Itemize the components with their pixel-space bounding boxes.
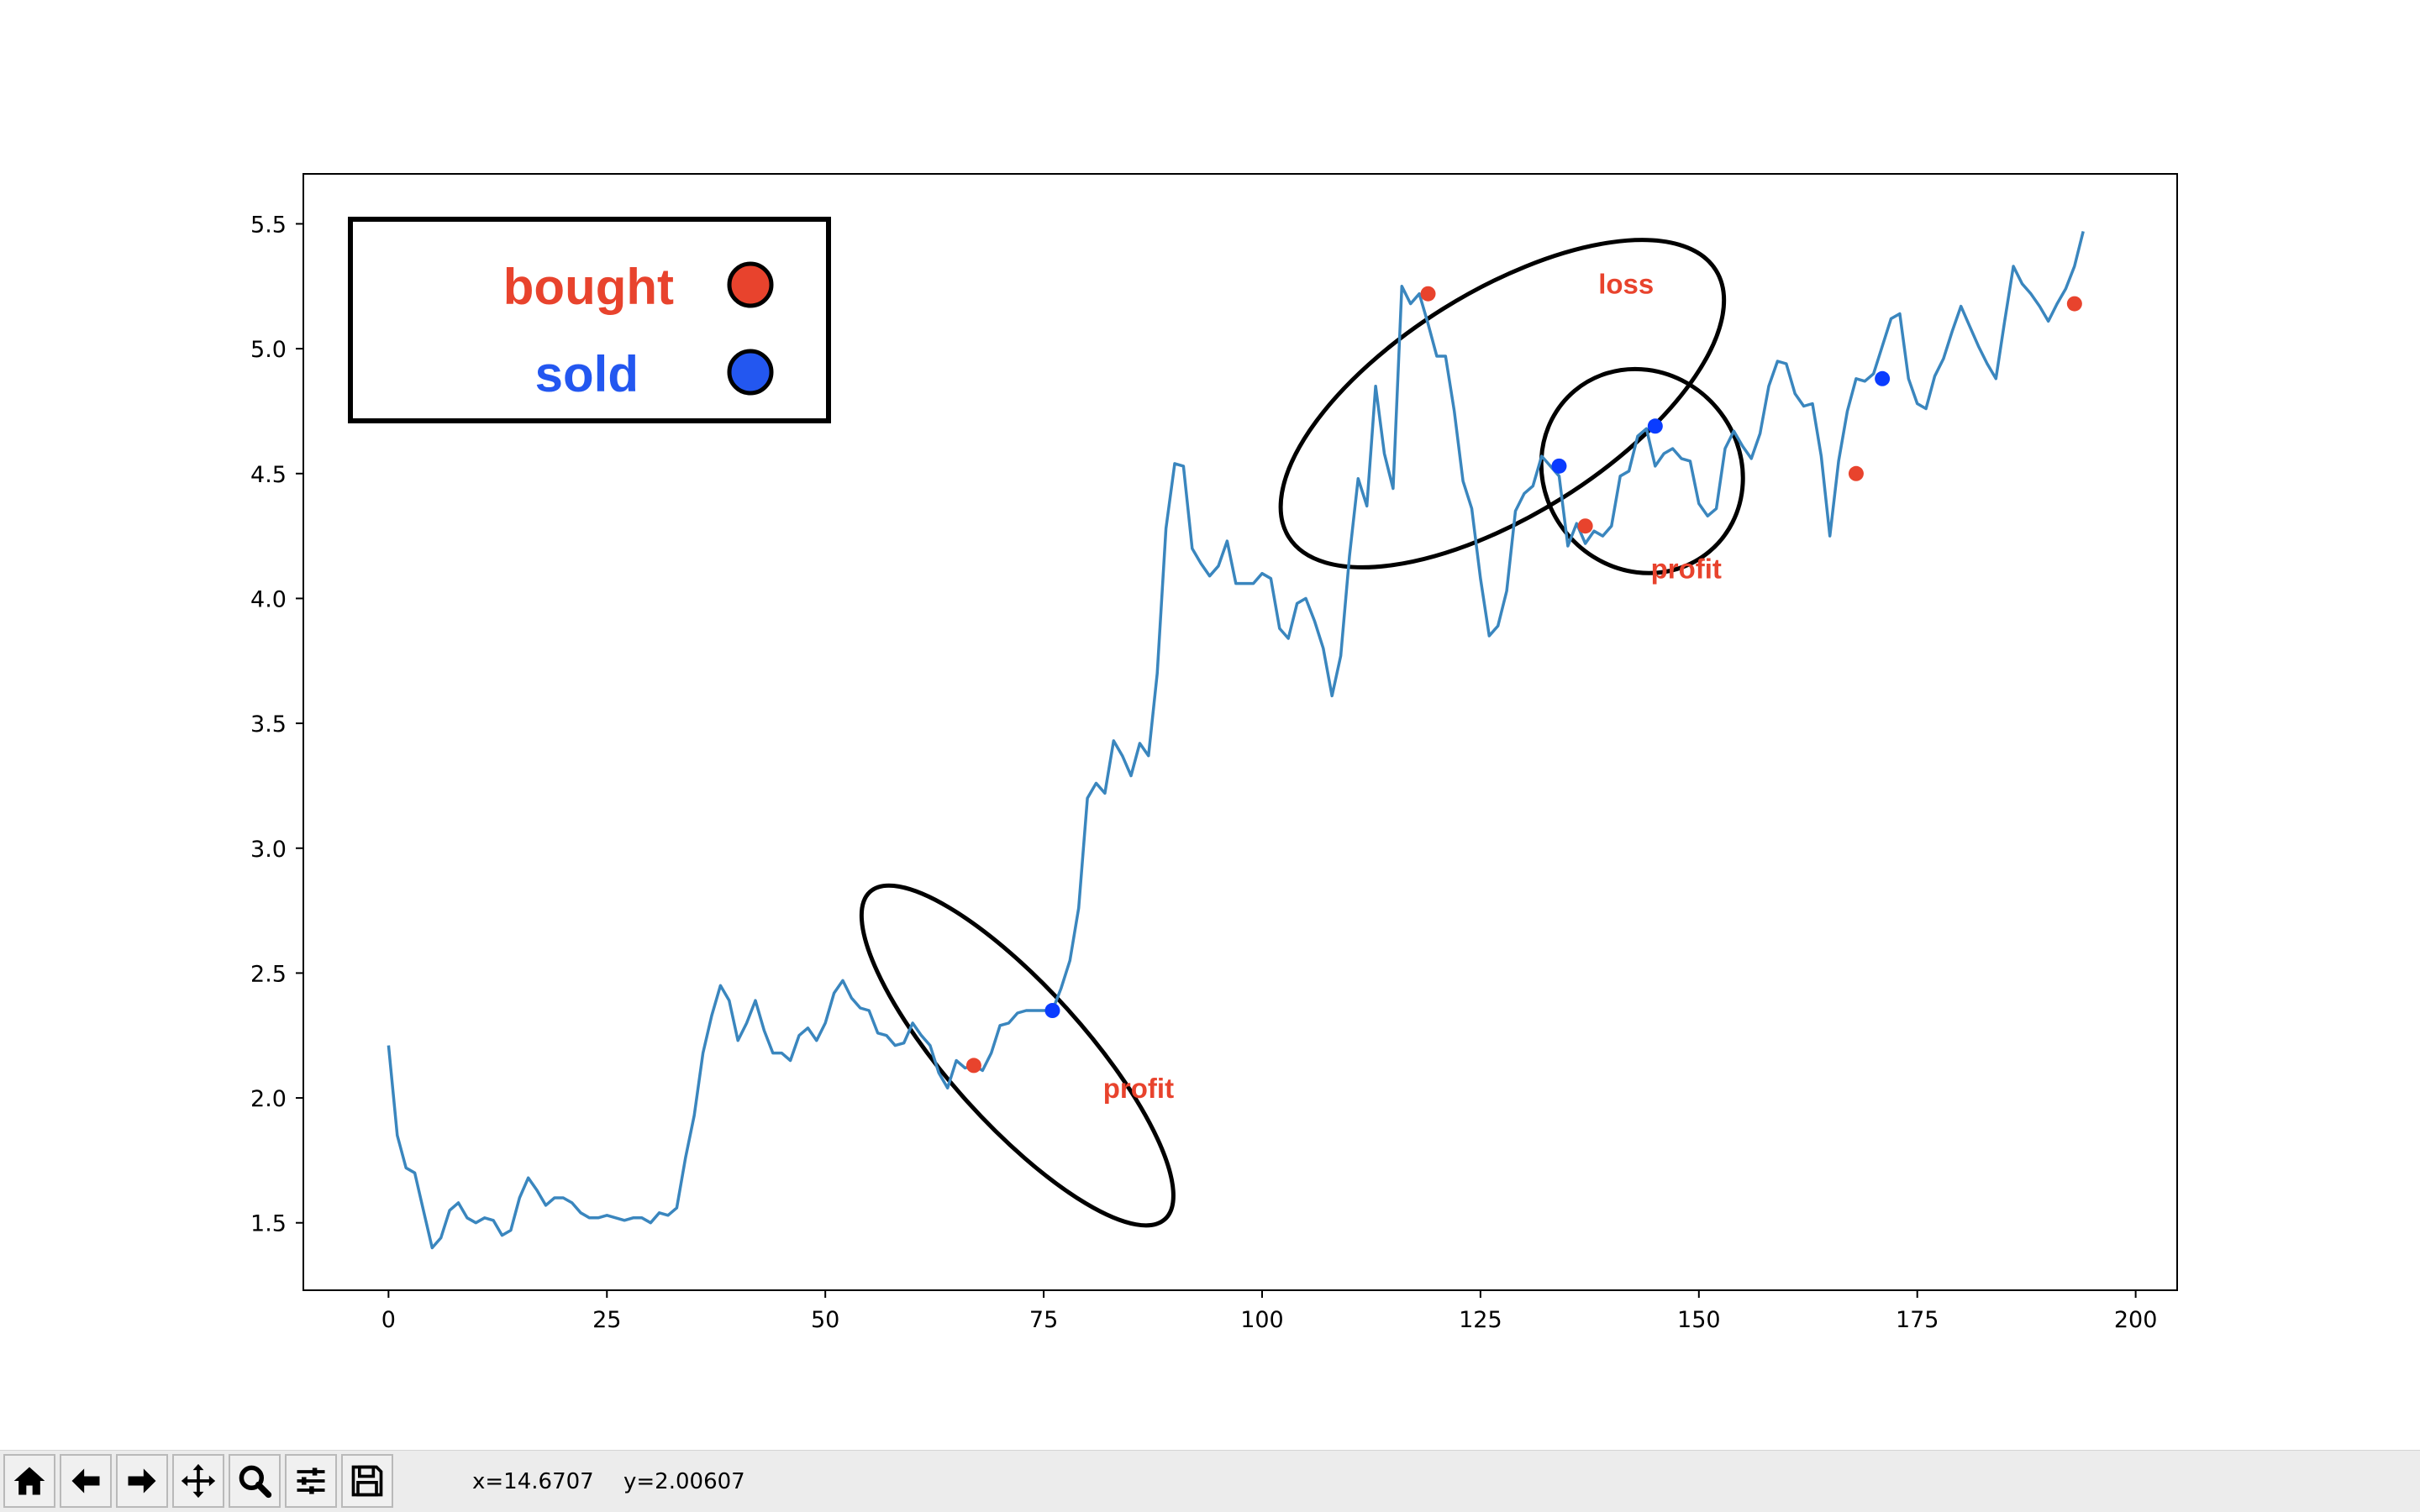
- plot-area-frame: [302, 173, 2178, 1291]
- price-series-line: [387, 230, 2085, 1250]
- y-axis-ticks: 1.5 2.0 2.5 3.0 3.5 4.0 4.5 5.0 5.5: [250, 212, 303, 1237]
- bought-point: [2066, 296, 2082, 312]
- forward-button[interactable]: [116, 1454, 168, 1508]
- legend-marker-bought: [727, 261, 774, 308]
- y-tick-label: 5.5: [250, 212, 287, 238]
- cursor-y-readout: y=2.00607: [623, 1469, 745, 1494]
- home-button[interactable]: [3, 1454, 55, 1508]
- configure-subplots-icon: [297, 1467, 325, 1494]
- back-arrow-icon: [71, 1468, 100, 1494]
- save-floppy-icon: [351, 1465, 383, 1497]
- annotation-profit: profit: [1103, 1073, 1174, 1104]
- y-tick-label: 2.0: [250, 1086, 287, 1112]
- forward-arrow-icon: [128, 1468, 156, 1494]
- x-tick-label: 150: [1677, 1307, 1721, 1333]
- x-tick-label: 25: [592, 1307, 621, 1333]
- x-tick-label: 175: [1896, 1307, 1939, 1333]
- sold-point: [1647, 418, 1663, 434]
- legend-label-sold: sold: [535, 346, 639, 402]
- trade-points-layer: [965, 286, 2082, 1074]
- cursor-x-readout: x=14.6707: [472, 1469, 594, 1494]
- legend-label-bought: bought: [503, 259, 674, 315]
- ellipses-layer: [859, 238, 1745, 1228]
- y-tick-label: 4.5: [250, 462, 287, 488]
- back-button[interactable]: [60, 1454, 112, 1508]
- matplotlib-toolbar: x=14.6707 y=2.00607: [0, 1450, 2420, 1512]
- y-tick-label: 3.0: [250, 837, 287, 863]
- y-tick-label: 1.5: [250, 1211, 287, 1237]
- annotation-profit: profit: [1651, 554, 1722, 585]
- sold-point: [1551, 458, 1567, 474]
- bought-point: [1848, 465, 1864, 481]
- highlight-ellipse: [859, 883, 1176, 1228]
- x-tick-label: 0: [381, 1307, 396, 1333]
- sold-point: [1044, 1003, 1060, 1019]
- bought-point: [965, 1058, 981, 1074]
- x-tick-label: 75: [1029, 1307, 1058, 1333]
- legend: bought sold: [348, 217, 831, 423]
- zoom-button[interactable]: [229, 1454, 281, 1508]
- configure-subplots-button[interactable]: [285, 1454, 337, 1508]
- save-button[interactable]: [341, 1454, 393, 1508]
- zoom-magnifier-icon: [239, 1465, 272, 1499]
- x-tick-label: 200: [2114, 1307, 2158, 1333]
- pan-button[interactable]: [172, 1454, 224, 1508]
- bought-point: [1420, 286, 1436, 302]
- bought-point: [1577, 518, 1593, 534]
- sold-point: [1875, 370, 1891, 386]
- annotations-layer: profit loss profit: [1103, 269, 1722, 1104]
- x-tick-label: 125: [1459, 1307, 1502, 1333]
- annotation-loss: loss: [1598, 269, 1654, 300]
- highlight-ellipse: [1539, 366, 1745, 575]
- legend-marker-sold: [727, 349, 774, 396]
- x-tick-label: 100: [1240, 1307, 1284, 1333]
- y-tick-label: 3.5: [250, 711, 287, 738]
- x-tick-label: 50: [811, 1307, 839, 1333]
- home-icon: [13, 1467, 45, 1495]
- chart-figure: profit loss profit 0 25 50 75 100 125 150 175 200 …: [250, 173, 2178, 1333]
- x-axis-ticks: 0 25 50 75 100 125 150 175 200: [381, 1290, 2158, 1333]
- y-tick-label: 5.0: [250, 337, 287, 363]
- y-tick-label: 2.5: [250, 961, 287, 987]
- y-tick-label: 4.0: [250, 586, 287, 612]
- pan-move-icon: [181, 1463, 216, 1499]
